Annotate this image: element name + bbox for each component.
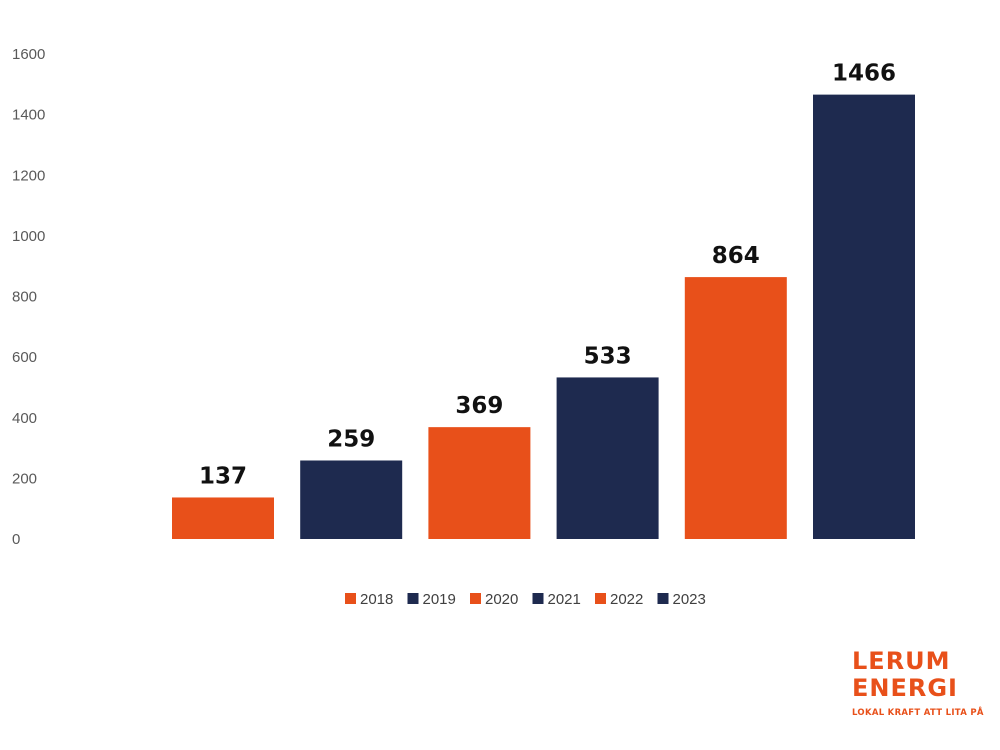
bar-2021 [556,377,659,539]
legend-label-2021: 2021 [548,591,581,608]
data-label-2023: 1466 [832,61,896,87]
logo-tagline: LOKAL KRAFT ATT LITA PÅ [852,708,984,718]
bar-2018 [172,497,274,539]
y-tick-label: 0 [12,531,20,548]
bar-chart: 0 200 400 600 800 1000 1200 1400 1600 137 259 369 5… [12,46,915,608]
data-label-2022: 864 [712,243,760,269]
legend-swatch-2020 [470,593,481,604]
bar-2020 [428,427,531,539]
data-label-2020: 369 [455,393,503,419]
y-tick-label: 600 [12,349,37,366]
legend-swatch-2019 [407,593,419,604]
bar-2023 [813,94,915,540]
legend-label-2020: 2020 [485,591,518,608]
logo-line-2: ENERGI [852,674,958,702]
y-tick-label: 400 [12,410,37,427]
data-label-2019: 259 [327,426,375,452]
bar-2022 [684,277,787,539]
y-tick-label: 800 [12,289,37,306]
legend-label-2022: 2022 [610,591,643,608]
legend-swatch-2023 [657,593,669,604]
y-tick-label: 1600 [12,46,45,63]
legend-swatch-2022 [595,593,606,604]
data-label-2021: 533 [584,343,632,369]
lerum-energi-logo: LERUM ENERGI LOKAL KRAFT ATT LITA PÅ [852,647,984,728]
y-axis: 0 200 400 600 800 1000 1200 1400 1600 [12,46,45,548]
y-tick-label: 1000 [12,228,45,245]
data-label-2018: 137 [199,463,247,489]
y-tick-label: 200 [12,470,37,487]
logo-line-1: LERUM [852,647,951,675]
legend-label-2023: 2023 [673,591,706,608]
legend-label-2018: 2018 [360,591,393,608]
y-tick-label: 1200 [12,167,45,184]
y-tick-label: 1400 [12,107,45,124]
legend-swatch-2021 [532,593,544,604]
legend: 2018 2019 2020 2021 2022 2023 [345,591,706,608]
bar-2019 [300,460,403,539]
legend-label-2019: 2019 [423,591,456,608]
data-labels: 137 259 369 533 864 1466 [199,61,896,490]
legend-swatch-2018 [345,593,356,604]
bars [172,94,915,540]
